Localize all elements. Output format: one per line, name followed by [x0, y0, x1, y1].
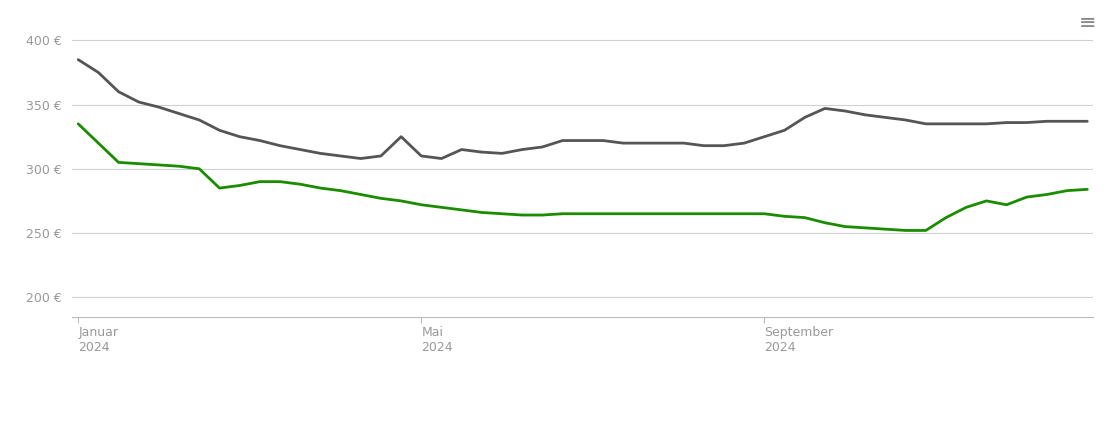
Text: ≡: ≡	[1079, 13, 1097, 32]
